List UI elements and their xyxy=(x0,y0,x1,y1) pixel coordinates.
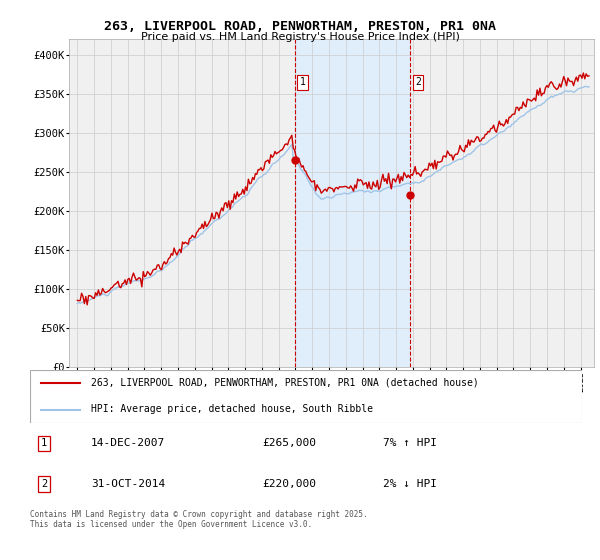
Text: 31-OCT-2014: 31-OCT-2014 xyxy=(91,479,165,489)
Text: Contains HM Land Registry data © Crown copyright and database right 2025.
This d: Contains HM Land Registry data © Crown c… xyxy=(30,510,368,529)
Text: 263, LIVERPOOL ROAD, PENWORTHAM, PRESTON, PR1 0NA: 263, LIVERPOOL ROAD, PENWORTHAM, PRESTON… xyxy=(104,20,496,32)
Text: 2: 2 xyxy=(41,479,47,489)
Text: 263, LIVERPOOL ROAD, PENWORTHAM, PRESTON, PR1 0NA (detached house): 263, LIVERPOOL ROAD, PENWORTHAM, PRESTON… xyxy=(91,378,478,388)
Text: 1: 1 xyxy=(41,438,47,449)
Bar xyxy=(295,39,410,367)
Text: £265,000: £265,000 xyxy=(262,438,316,449)
Text: 7% ↑ HPI: 7% ↑ HPI xyxy=(383,438,437,449)
Text: 1: 1 xyxy=(299,77,305,87)
Text: 2: 2 xyxy=(415,77,421,87)
Text: HPI: Average price, detached house, South Ribble: HPI: Average price, detached house, Sout… xyxy=(91,404,373,414)
Text: £220,000: £220,000 xyxy=(262,479,316,489)
Text: Price paid vs. HM Land Registry's House Price Index (HPI): Price paid vs. HM Land Registry's House … xyxy=(140,32,460,42)
Text: 2% ↓ HPI: 2% ↓ HPI xyxy=(383,479,437,489)
Text: 14-DEC-2007: 14-DEC-2007 xyxy=(91,438,165,449)
